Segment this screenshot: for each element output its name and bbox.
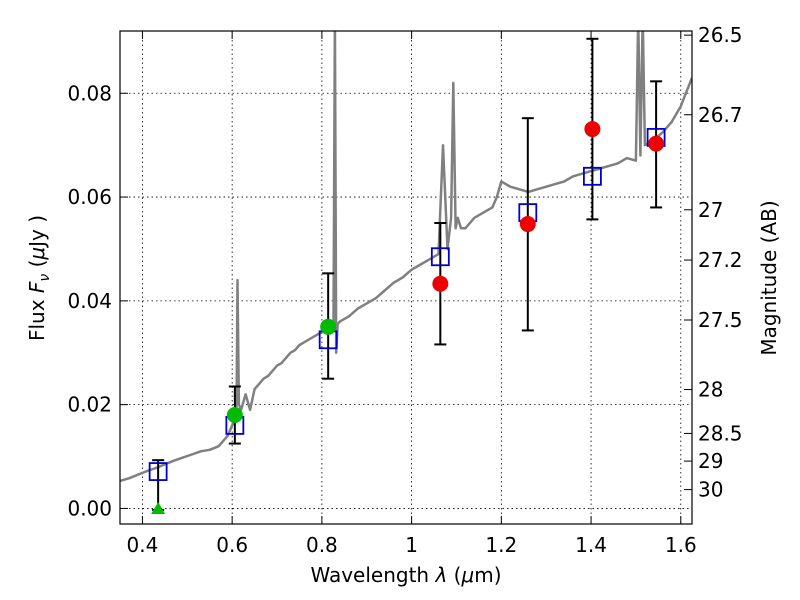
y-tick-label: 0.04 [67, 289, 112, 313]
x-tick-label: 0.4 [127, 533, 159, 557]
x-tick-label: 1.2 [485, 533, 517, 557]
model-band-square [430, 247, 450, 267]
right-tick-label: 28 [698, 378, 723, 402]
right-tick-label: 26.5 [698, 23, 743, 47]
x-tick-label: 1.6 [665, 533, 697, 557]
ticks: 0.4 0.6 0.8 1 1.2 1.4 1.6 0.00 0.02 0.04 0.06 0.08 2… [67, 23, 742, 557]
x-tick-label: 0.6 [216, 533, 248, 557]
model-band-square [583, 166, 602, 186]
grid [120, 31, 692, 524]
right-axis-label: Magnitude (AB) [757, 200, 781, 355]
optical-point [226, 407, 243, 424]
y-axis-label: Flux Fν (μJy ) [25, 215, 53, 341]
x-axis-label: Wavelength λ (μm) [310, 563, 501, 587]
right-tick-label: 26.7 [698, 103, 743, 127]
right-tick-label: 27.5 [698, 308, 743, 332]
right-tick-label: 27 [698, 198, 723, 222]
model-spectrum-line [120, 31, 692, 483]
model-band-square [148, 462, 168, 481]
model-band-markers [148, 127, 666, 481]
y-tick-label: 0.06 [67, 185, 112, 209]
x-tick-label: 1 [405, 533, 418, 557]
plot-frame [119, 30, 693, 525]
y-tick-label: 0.02 [67, 393, 112, 417]
ir-point [432, 275, 449, 292]
y-tick-label: 0.00 [67, 496, 112, 520]
right-tick-label: 27.2 [698, 248, 743, 272]
model-spectrum-series [120, 31, 692, 483]
x-tick-label: 0.8 [306, 533, 338, 557]
right-tick-label: 30 [698, 478, 723, 502]
y-tick-label: 0.08 [67, 81, 112, 105]
optical-point [320, 318, 337, 335]
observed-markers [151, 121, 665, 514]
ir-point [584, 121, 601, 138]
right-tick-label: 29 [698, 449, 723, 473]
upper-limit-triangle [151, 501, 166, 514]
ir-point [519, 216, 536, 233]
x-tick-label: 1.4 [575, 533, 607, 557]
ir-point [648, 135, 665, 152]
right-tick-label: 28.5 [698, 421, 743, 445]
